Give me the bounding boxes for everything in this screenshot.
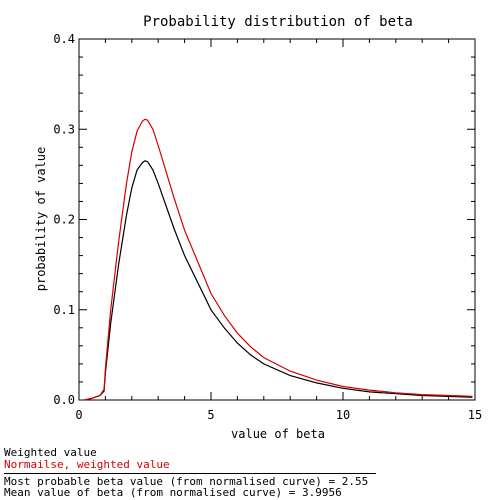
legend-entry-weighted: Weighted value	[4, 446, 97, 459]
x-tick-label: 15	[468, 408, 482, 422]
plot-frame	[78, 38, 476, 401]
series-line-normalised	[84, 118, 473, 401]
chart: Probability distribution of beta 0 5 10 150…	[34, 14, 482, 441]
x-tick-label: 5	[207, 408, 214, 422]
x-tick-label: 10	[336, 408, 350, 422]
y-tick-label: 0.0	[53, 393, 75, 407]
axis-ticks: 0 5 10 15 0.0 0.1 0.2 0.3 0.4	[53, 32, 482, 422]
x-axis-label: value of beta	[231, 427, 325, 441]
annotation-most-probable: Most probable beta value (from normalise…	[4, 475, 369, 488]
series-layer	[84, 118, 473, 401]
x-tick-label: 0	[75, 408, 82, 422]
series-line-weighted	[84, 160, 473, 401]
y-tick-label: 0.4	[53, 32, 75, 46]
chart-title: Probability distribution of beta	[143, 14, 413, 30]
y-tick-label: 0.1	[53, 303, 75, 317]
y-axis-label: probability of value	[34, 147, 48, 292]
annotation-mean-value: Mean value of beta (from normalised curv…	[4, 486, 342, 499]
legend-entry-normalised: Normailse, weighted value	[4, 458, 170, 471]
y-tick-label: 0.2	[53, 213, 75, 227]
y-tick-label: 0.3	[53, 122, 75, 136]
legend-divider	[4, 473, 376, 474]
